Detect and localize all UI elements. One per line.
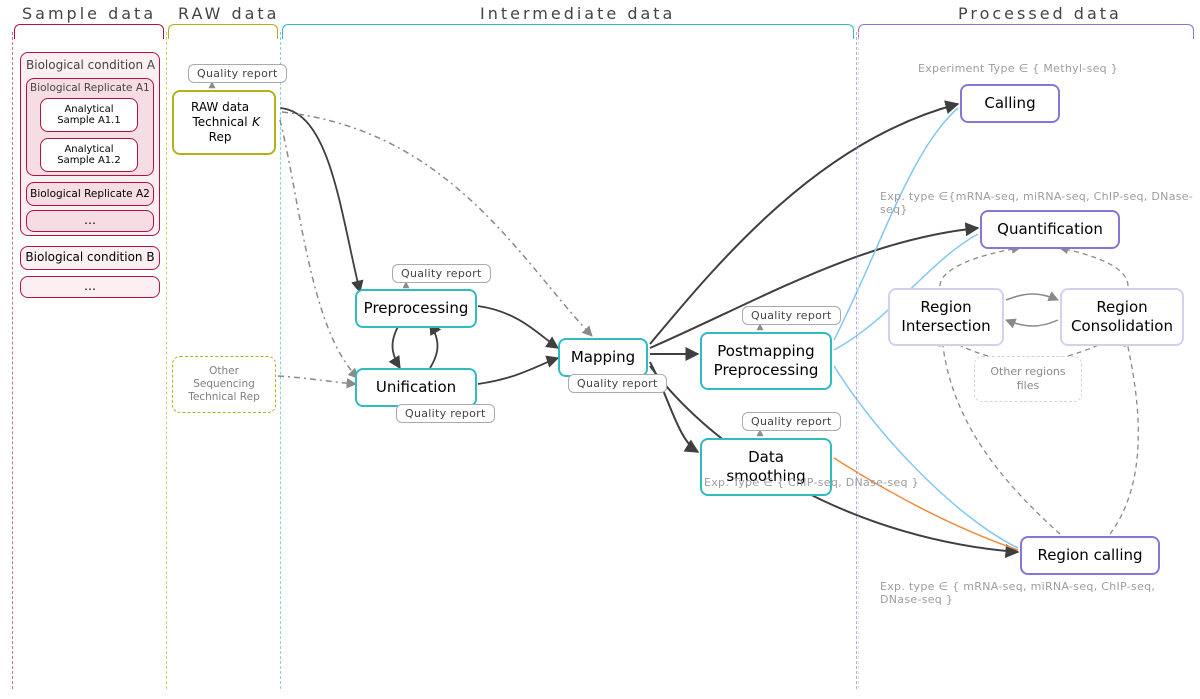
replicate-ellipsis: … <box>26 210 154 232</box>
quality-report: Quality report <box>188 64 287 83</box>
quality-report: Quality report <box>568 374 667 393</box>
smooth-annotation: Exp. Type ∈ { ChIP-seq, DNase-seq } <box>704 476 919 489</box>
edge-inter-cons-2 <box>1006 320 1058 326</box>
region-intersection-node: RegionIntersection <box>888 288 1004 346</box>
section-title-raw: RAW data <box>178 4 279 23</box>
edge-uni-to-map <box>478 358 558 384</box>
condition-a-label: Biological condition A <box>26 58 155 72</box>
edge-regcall-to-cons <box>1110 338 1138 534</box>
quant-annotation: Exp. type ∈{mRNA-seq, miRNA-seq, ChIP-se… <box>880 190 1200 216</box>
quality-report: Quality report <box>396 404 495 423</box>
edge-pre-to-map <box>478 306 558 348</box>
preprocessing-node: Preprocessing <box>355 289 477 328</box>
region-annotation: Exp. type ∈ { mRNA-seq, miRNA-seq, ChIP-… <box>880 580 1200 606</box>
biological-replicate-a2: Biological Replicate A2 <box>26 182 154 206</box>
other-regions-node: Other regionsfiles <box>974 356 1082 402</box>
edge-inter-cons-1 <box>1006 294 1058 300</box>
mapping-node: Mapping <box>558 338 648 377</box>
replicate-a1-label: Biological Replicate A1 <box>30 82 150 94</box>
region-consolidation-node: RegionConsolidation <box>1060 288 1184 346</box>
edge-inter-to-quant <box>940 248 1020 286</box>
edge-cons-to-quant <box>1060 248 1128 286</box>
raw-data-node: RAW dataTechnical Rep K <box>172 90 276 155</box>
edge-raw-to-preproc <box>280 108 360 292</box>
calling-node: Calling <box>960 84 1060 123</box>
edge-smooth-to-region <box>834 458 1018 550</box>
edge-pre-uni-1 <box>393 323 401 368</box>
quality-report: Quality report <box>742 306 841 325</box>
analytical-sample-a12: AnalyticalSample A1.2 <box>40 138 138 172</box>
quality-report: Quality report <box>392 264 491 283</box>
analytical-sample-a11: AnalyticalSample A1.1 <box>40 98 138 132</box>
unification-node: Unification <box>355 368 477 407</box>
edge-other-to-unif <box>278 376 356 384</box>
biological-condition-b: Biological condition B <box>20 246 160 270</box>
section-title-intermediate: Intermediate data <box>480 4 675 23</box>
calling-annotation: Experiment Type ∈ { Methyl-seq } <box>918 62 1118 75</box>
other-sequencing-node: Other SequencingTechnical Rep <box>172 356 276 413</box>
region-calling-node: Region calling <box>1020 536 1160 575</box>
section-title-processed: Processed data <box>958 4 1122 23</box>
section-title-sample: Sample data <box>22 4 156 23</box>
quality-report: Quality report <box>742 412 841 431</box>
edge-pre-uni-2 <box>430 323 438 368</box>
condition-ellipsis: … <box>20 276 160 298</box>
postmapping-node: PostmappingPreprocessing <box>700 332 832 390</box>
edge-raw-to-unif <box>280 120 358 378</box>
